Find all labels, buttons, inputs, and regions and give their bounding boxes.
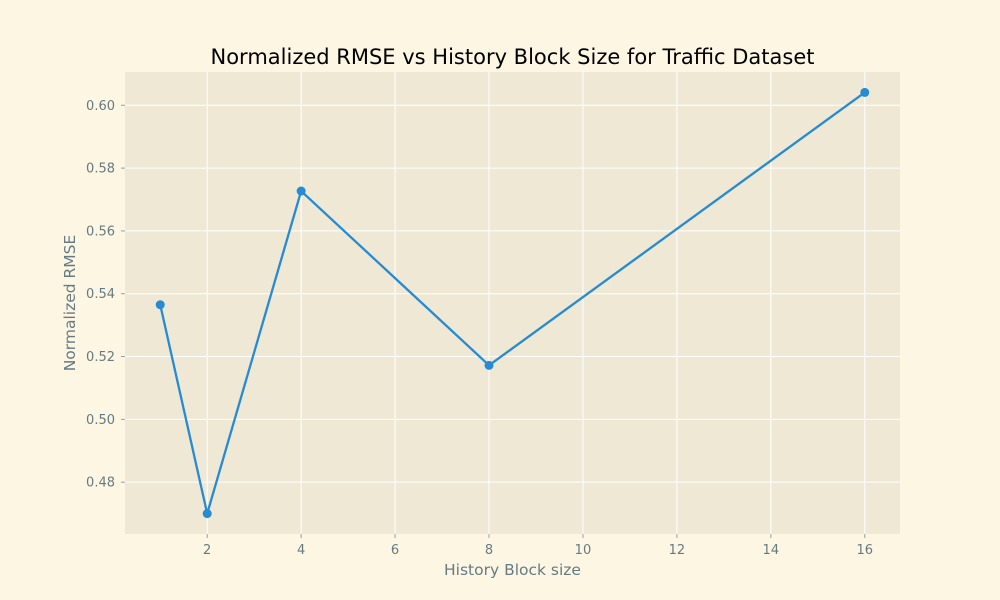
- y-tick-label: 0.50: [86, 413, 115, 428]
- x-tick-label: 6: [391, 543, 399, 558]
- data-point: [296, 186, 306, 196]
- y-tick-label: 0.48: [86, 476, 115, 491]
- y-tick-label: 0.54: [86, 287, 115, 302]
- x-tick-label: 16: [856, 543, 873, 558]
- chart-title: Normalized RMSE vs History Block Size fo…: [211, 45, 815, 69]
- y-tick-label: 0.60: [86, 99, 115, 114]
- plot-area: [125, 72, 900, 534]
- y-tick-label: 0.52: [86, 350, 115, 365]
- x-tick-label: 8: [485, 543, 493, 558]
- x-tick-label: 10: [575, 543, 592, 558]
- data-point: [202, 509, 212, 519]
- data-point: [155, 300, 165, 310]
- data-point: [484, 360, 494, 370]
- y-axis-label: Normalized RMSE: [61, 235, 79, 372]
- data-point: [860, 87, 870, 97]
- x-tick-label: 2: [203, 543, 211, 558]
- axis-ticks: 2 4 6 8 10 12 14 16 0.48 0.50 0.52 0.54 0.56 0.58 0.60: [86, 99, 873, 558]
- y-tick-label: 0.56: [86, 224, 115, 239]
- x-tick-label: 12: [669, 543, 686, 558]
- grid: [125, 72, 900, 534]
- x-tick-label: 14: [763, 543, 780, 558]
- x-axis-label: History Block size: [444, 561, 581, 579]
- y-tick-label: 0.58: [86, 162, 115, 177]
- data-series: [155, 87, 870, 519]
- x-tick-label: 4: [297, 543, 305, 558]
